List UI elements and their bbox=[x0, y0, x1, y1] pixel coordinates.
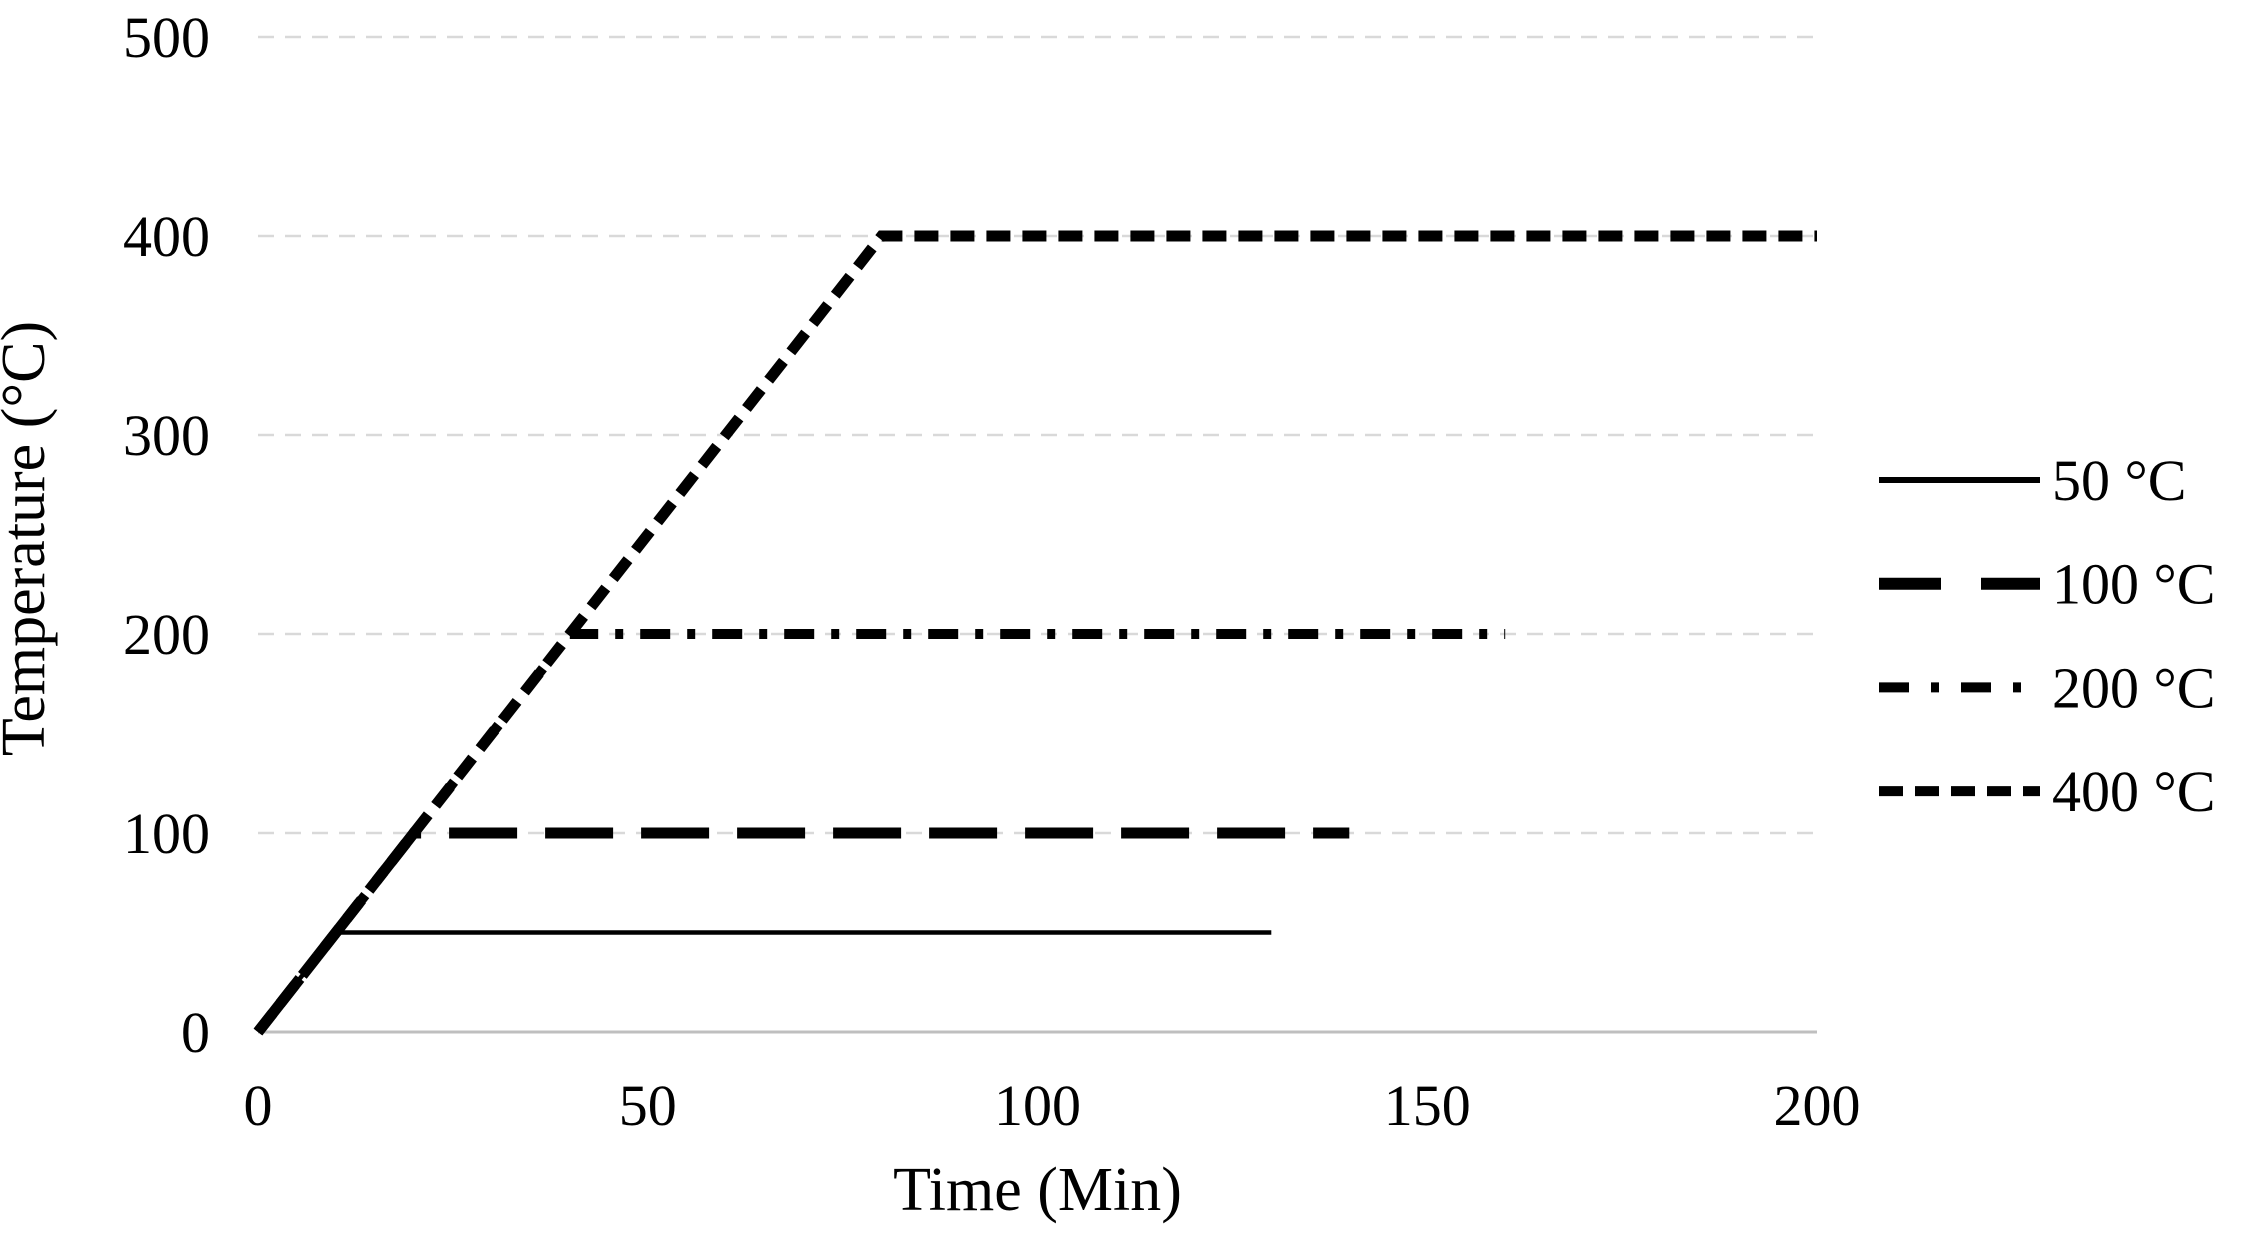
x-tick-label-100: 100 bbox=[994, 1073, 1081, 1138]
legend-label-100-c: 100 °C bbox=[2052, 552, 2215, 617]
gridlines bbox=[258, 35, 1817, 1034]
legend-item-50-c: 50 °C bbox=[1879, 448, 2186, 513]
y-tick-label-200: 200 bbox=[123, 602, 210, 667]
legend-item-100-c: 100 °C bbox=[1879, 552, 2215, 617]
y-tick-label-400: 400 bbox=[123, 204, 210, 269]
y-tick-label-0: 0 bbox=[181, 1000, 210, 1065]
y-tick-label-300: 300 bbox=[123, 403, 210, 468]
y-tick-label-100: 100 bbox=[123, 801, 210, 866]
legend: 50 °C 100 °C 200 °C 400 °C bbox=[1879, 448, 2215, 824]
series-line-400-c bbox=[253, 230, 1817, 1036]
legend-label-50-c: 50 °C bbox=[2052, 448, 2186, 513]
x-tick-label-150: 150 bbox=[1384, 1073, 1471, 1138]
legend-label-400-c: 400 °C bbox=[2052, 759, 2215, 824]
x-tick-label-200: 200 bbox=[1774, 1073, 1861, 1138]
x-tick-label-0: 0 bbox=[244, 1073, 273, 1138]
legend-label-200-c: 200 °C bbox=[2052, 655, 2215, 720]
legend-item-400-c: 400 °C bbox=[1879, 759, 2215, 824]
series-lines bbox=[253, 230, 1817, 1036]
y-axis-title: Temperature (°C) bbox=[0, 321, 58, 756]
axis-tick-labels: 0 100 200 300 400 500 0 50 100 150 200 bbox=[123, 5, 1861, 1138]
x-axis-title: Time (Min) bbox=[893, 1156, 1182, 1224]
x-tick-label-50: 50 bbox=[619, 1073, 677, 1138]
y-tick-label-500: 500 bbox=[123, 5, 210, 70]
legend-item-200-c: 200 °C bbox=[1879, 655, 2215, 720]
series-line-50-c bbox=[256, 930, 1272, 1034]
